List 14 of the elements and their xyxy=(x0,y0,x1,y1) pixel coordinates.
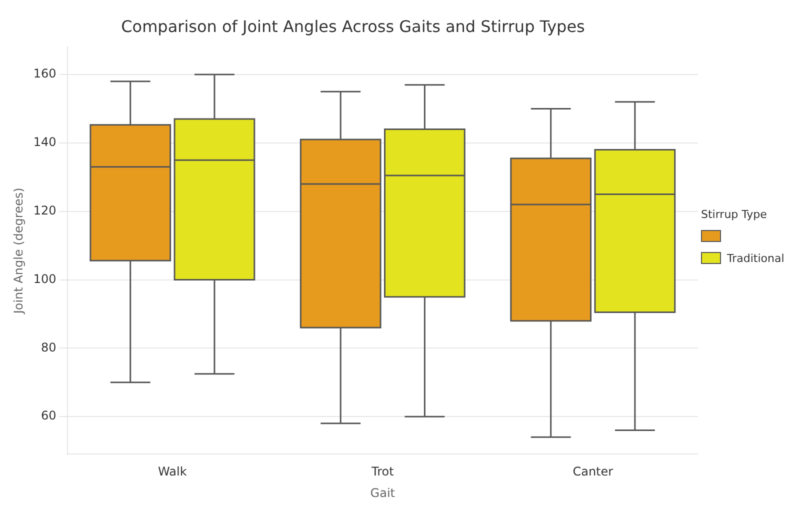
x-tick-label: Walk xyxy=(158,464,187,479)
y-tick-label: 100 xyxy=(33,272,56,286)
y-tick-label: 140 xyxy=(33,135,56,150)
y-tick-label: 60 xyxy=(41,408,56,423)
legend-title: Stirrup Type xyxy=(701,208,768,221)
x-axis-title: Gait xyxy=(370,486,396,500)
y-tick-label: 160 xyxy=(33,66,56,81)
legend-label: Traditional xyxy=(727,252,784,264)
y-tick-label: 80 xyxy=(41,340,56,354)
y-tick-label: 120 xyxy=(33,203,56,218)
chart-title: Comparison of Joint Angles Across Gaits and Stirrup Types xyxy=(121,16,585,36)
x-tick-label: Canter xyxy=(572,464,614,479)
y-axis-title: Joint Angle (degrees) xyxy=(11,188,26,315)
x-tick-label: Trot xyxy=(370,464,394,479)
